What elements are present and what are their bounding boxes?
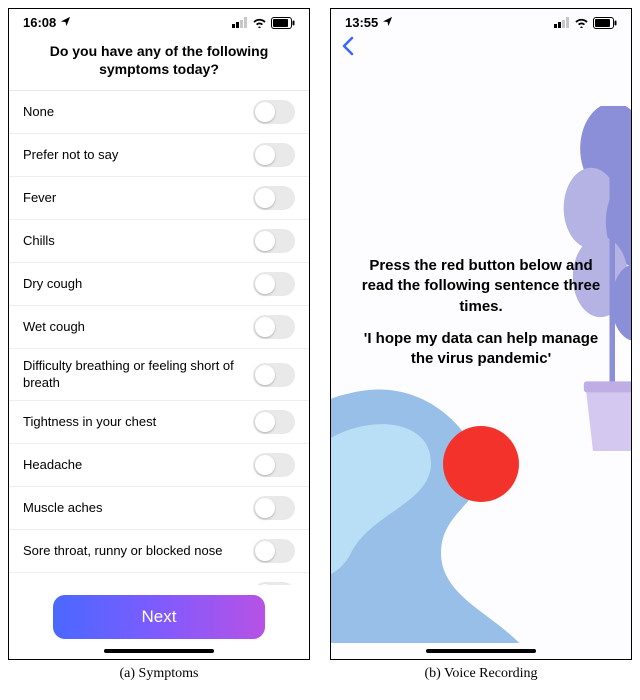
symptom-toggle[interactable] [253, 582, 295, 585]
status-bar: 13:55 [331, 9, 631, 32]
symptom-toggle[interactable] [253, 272, 295, 296]
symptom-row[interactable]: Tightness in your chest [9, 401, 309, 444]
symptom-label: Sore throat, runny or blocked nose [23, 543, 253, 559]
symptom-label: Prefer not to say [23, 147, 253, 163]
question-heading: Do you have any of the following symptom… [9, 32, 309, 90]
blob-illustration-icon [331, 383, 551, 643]
sentence-text: 'I hope my data can help manage the viru… [355, 329, 607, 370]
symptom-toggle[interactable] [253, 186, 295, 210]
battery-icon [271, 17, 295, 29]
symptom-row[interactable]: Sore throat, runny or blocked nose [9, 530, 309, 573]
symptom-toggle[interactable] [253, 229, 295, 253]
battery-icon [593, 17, 617, 29]
status-right-icons [232, 17, 295, 29]
status-time: 16:08 [23, 15, 56, 30]
wifi-icon [252, 17, 267, 28]
symptom-row[interactable]: Fever [9, 177, 309, 220]
home-indicator[interactable] [426, 649, 536, 653]
voice-canvas: Press the red button below and read the … [331, 66, 631, 643]
symptom-toggle[interactable] [253, 453, 295, 477]
symptom-label: Difficulty breathing or feeling short of… [23, 358, 253, 391]
symptom-label: None [23, 104, 253, 120]
instruction-text: Press the red button below and read the … [355, 256, 607, 317]
symptom-row[interactable]: Headache [9, 444, 309, 487]
record-button[interactable] [443, 426, 519, 502]
symptom-row[interactable]: Muscle aches [9, 487, 309, 530]
symptom-label: Tightness in your chest [23, 414, 253, 430]
symptom-label: Chills [23, 233, 253, 249]
symptoms-list[interactable]: None Prefer not to say Fever Chills Dry … [9, 90, 309, 585]
symptom-row[interactable]: Wet cough [9, 306, 309, 349]
cellular-signal-icon [232, 17, 248, 28]
symptom-row[interactable]: Dry cough [9, 263, 309, 306]
symptom-label: Fever [23, 190, 253, 206]
symptom-row[interactable]: Chills [9, 220, 309, 263]
symptom-toggle[interactable] [253, 315, 295, 339]
symptom-row[interactable]: Prefer not to say [9, 134, 309, 177]
symptom-toggle[interactable] [253, 143, 295, 167]
symptom-toggle[interactable] [253, 539, 295, 563]
symptom-toggle[interactable] [253, 496, 295, 520]
symptom-label: Wet cough [23, 319, 253, 335]
chevron-left-icon [341, 36, 355, 56]
status-right-icons [554, 17, 617, 29]
symptom-label: Dry cough [23, 276, 253, 292]
symptom-toggle[interactable] [253, 363, 295, 387]
home-indicator[interactable] [104, 649, 214, 653]
symptom-row[interactable]: None [9, 91, 309, 134]
symptom-toggle[interactable] [253, 410, 295, 434]
wifi-icon [574, 17, 589, 28]
caption-a: (a) Symptoms [8, 666, 310, 682]
location-services-icon [60, 16, 71, 30]
location-services-icon [382, 15, 393, 30]
voice-recording-screen: 13:55 [330, 8, 632, 660]
status-time: 13:55 [345, 15, 378, 30]
symptom-row[interactable]: Difficulty breathing or feeling short of… [9, 349, 309, 401]
symptom-toggle[interactable] [253, 100, 295, 124]
status-bar: 16:08 [9, 9, 309, 32]
next-button[interactable]: Next [53, 595, 265, 639]
symptom-label: Headache [23, 457, 253, 473]
symptom-label: Muscle aches [23, 500, 253, 516]
back-button[interactable] [331, 32, 631, 66]
cellular-signal-icon [554, 17, 570, 28]
symptom-row[interactable]: Loss of taste and smell [9, 573, 309, 585]
caption-b: (b) Voice Recording [330, 666, 632, 682]
symptoms-screen: 16:08 Do you have any of the following s… [8, 8, 310, 660]
